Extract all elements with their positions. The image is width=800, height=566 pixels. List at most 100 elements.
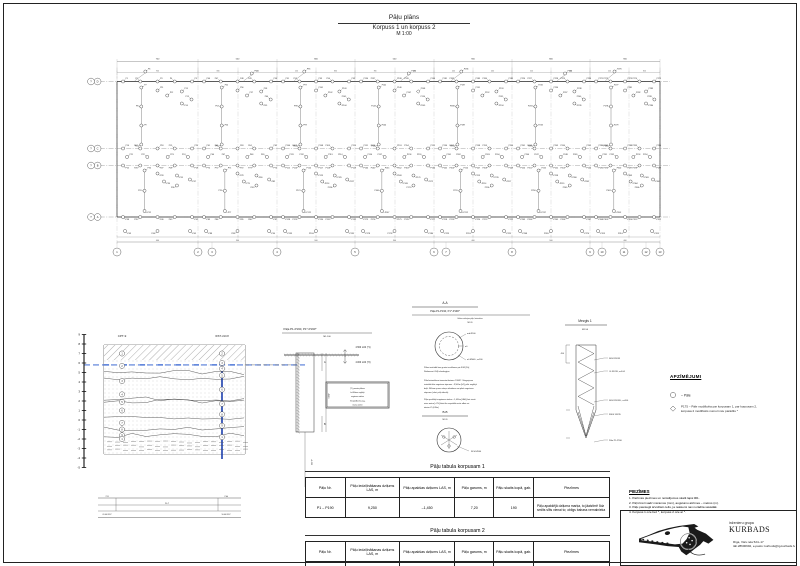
svg-text:P180: P180 xyxy=(429,233,433,235)
svg-text:P209: P209 xyxy=(509,168,513,170)
svg-text:M1:20: M1:20 xyxy=(443,419,448,421)
svg-text:P229: P229 xyxy=(560,78,564,80)
svg-text:P298: P298 xyxy=(632,168,636,170)
svg-text:P177: P177 xyxy=(431,219,435,221)
svg-text:P62: P62 xyxy=(215,145,218,147)
svg-text:P139: P139 xyxy=(404,78,408,80)
svg-text:P96: P96 xyxy=(307,68,310,70)
svg-text:P75: P75 xyxy=(228,168,231,170)
svg-text:P284: P284 xyxy=(649,105,653,107)
svg-text:P64: P64 xyxy=(248,145,251,147)
svg-text:P6: P6 xyxy=(148,68,150,70)
svg-text:P273: P273 xyxy=(628,78,632,80)
svg-text:P154: P154 xyxy=(404,145,408,147)
svg-text:P99: P99 xyxy=(303,125,306,127)
svg-text:780: 780 xyxy=(374,71,377,73)
svg-text:P197: P197 xyxy=(449,145,453,147)
svg-text:stuma atzīme: stuma atzīme xyxy=(352,404,362,407)
svg-text:P249: P249 xyxy=(573,154,577,156)
svg-text:220: 220 xyxy=(608,71,611,73)
svg-text:B-B: B-B xyxy=(442,410,447,414)
svg-text:P314: P314 xyxy=(618,233,622,235)
svg-text:P127: P127 xyxy=(350,181,354,183)
svg-text:P88: P88 xyxy=(209,233,212,235)
svg-text:P43: P43 xyxy=(128,233,131,235)
svg-text:400: 400 xyxy=(452,71,455,73)
svg-text:P210: P210 xyxy=(464,168,468,170)
svg-text:P292: P292 xyxy=(610,154,614,156)
svg-text:P108: P108 xyxy=(319,145,323,147)
svg-text:800: 800 xyxy=(314,59,318,61)
svg-text:-1: -1 xyxy=(77,428,80,432)
svg-text:5: 5 xyxy=(78,371,80,375)
svg-text:P287: P287 xyxy=(603,145,607,147)
svg-text:700: 700 xyxy=(156,59,160,61)
svg-text:korpusa 2 modificēts numuri na: korpusa 2 modificēts numuri nav parādīts… xyxy=(681,409,739,413)
svg-text:400: 400 xyxy=(156,240,160,242)
svg-text:(*1) pamatu plātnes: (*1) pamatu plātnes xyxy=(350,387,365,390)
svg-text:P148: P148 xyxy=(421,88,425,90)
svg-text:P123: P123 xyxy=(319,175,323,177)
svg-text:P187: P187 xyxy=(460,85,464,87)
svg-text:P256: P256 xyxy=(531,190,535,192)
svg-text:P58: P58 xyxy=(264,88,267,90)
svg-text:P218: P218 xyxy=(443,219,447,221)
svg-text:intaise K' (k/3/m): intaise K' (k/3/m) xyxy=(424,406,439,409)
svg-text:P36: P36 xyxy=(171,187,174,189)
svg-text:P113: P113 xyxy=(328,154,332,156)
svg-text:P295: P295 xyxy=(599,168,603,170)
svg-text:P193: P193 xyxy=(499,88,503,90)
svg-text:P50: P50 xyxy=(274,78,277,80)
svg-text:P23: P23 xyxy=(170,154,173,156)
svg-text:P241: P241 xyxy=(521,145,525,147)
svg-text:P226: P226 xyxy=(521,78,525,80)
svg-text:P57: P57 xyxy=(250,92,253,94)
svg-text:P29: P29 xyxy=(195,168,198,170)
svg-text:300: 300 xyxy=(236,240,240,242)
svg-text:900: 900 xyxy=(471,59,475,61)
svg-text:P281: P281 xyxy=(628,87,632,89)
svg-text:P15: P15 xyxy=(186,96,189,98)
svg-text:P286: P286 xyxy=(599,145,603,147)
svg-text:stiprumu (skat. pāļu tabulu).: stiprumu (skat. pāļu tabulu). xyxy=(424,391,449,394)
svg-text:P178: P178 xyxy=(366,233,370,235)
svg-text:P202: P202 xyxy=(456,154,460,156)
svg-text:P222: P222 xyxy=(509,219,513,221)
svg-text:P155: P155 xyxy=(431,145,435,147)
svg-text:P27: P27 xyxy=(160,168,163,170)
svg-text:P20: P20 xyxy=(195,145,198,147)
svg-text:B: B xyxy=(324,423,326,426)
svg-text:820: 820 xyxy=(643,71,646,73)
svg-text:P263: P263 xyxy=(521,219,525,221)
svg-text:P125: P125 xyxy=(337,177,341,179)
svg-text:A: A xyxy=(324,361,326,364)
svg-text:P184: P184 xyxy=(482,78,486,80)
svg-text:P38: P38 xyxy=(126,219,129,221)
svg-text:SKI4 35X35: SKI4 35X35 xyxy=(609,358,621,360)
svg-text:P32: P32 xyxy=(148,212,151,214)
svg-text:P246: P246 xyxy=(525,154,529,156)
svg-text:P122: P122 xyxy=(307,212,311,214)
svg-text:P101: P101 xyxy=(319,87,323,89)
svg-text:P134: P134 xyxy=(309,233,313,235)
svg-text:P303: P303 xyxy=(628,175,632,177)
svg-text:P296: P296 xyxy=(603,168,607,170)
svg-text:P21: P21 xyxy=(130,154,133,156)
svg-text:P315: P315 xyxy=(655,233,659,235)
svg-text:P137: P137 xyxy=(371,78,375,80)
svg-text:P306: P306 xyxy=(635,187,639,189)
svg-text:P176: P176 xyxy=(404,219,408,221)
svg-text:20.7: 20.7 xyxy=(165,503,170,505)
svg-text:P200: P200 xyxy=(509,145,513,147)
svg-text:400: 400 xyxy=(471,240,475,242)
svg-text:P40: P40 xyxy=(160,219,163,221)
svg-text:P309: P309 xyxy=(603,219,607,221)
svg-text:P65: P65 xyxy=(274,145,277,147)
svg-text:ø0 Ø500L, s=200: ø0 Ø500L, s=200 xyxy=(467,359,483,361)
svg-text:P149: P149 xyxy=(421,105,425,107)
svg-text:A-A: A-A xyxy=(442,301,448,305)
svg-text:P224: P224 xyxy=(466,233,470,235)
svg-text:P206: P206 xyxy=(449,168,453,170)
svg-text:P124: P124 xyxy=(325,183,329,185)
svg-text:P215: P215 xyxy=(494,177,498,179)
